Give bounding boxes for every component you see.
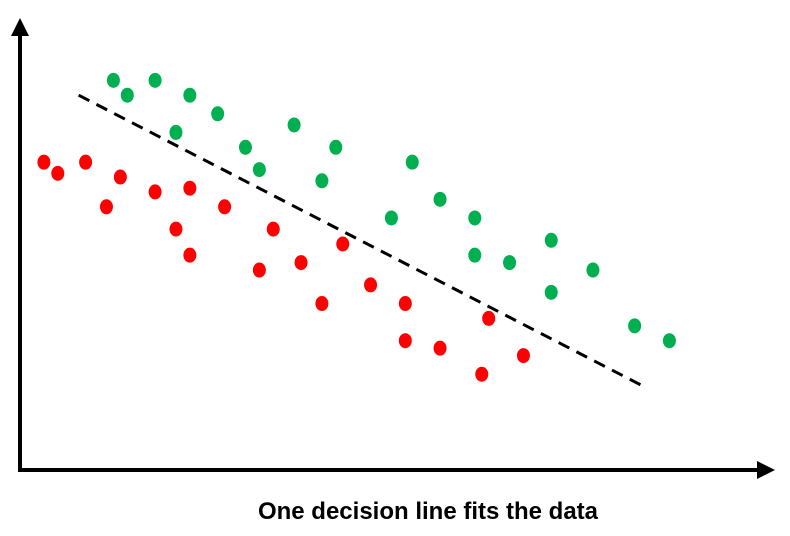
green-data-point-6 [211,106,225,122]
red-data-point-22 [516,348,530,364]
data-points [37,72,676,382]
green-data-point-21 [628,318,642,334]
green-data-point-2 [120,87,134,103]
red-data-point-7 [169,221,183,237]
red-data-point-13 [294,255,308,271]
green-data-point-9 [287,117,301,133]
green-data-point-19 [544,284,558,300]
y-axis-arrowhead [11,18,29,36]
decision-line [77,93,643,387]
green-data-point-3 [148,72,162,88]
red-data-point-12 [266,221,280,237]
red-data-point-14 [315,296,329,312]
chart-title: One decision line fits the data [257,498,599,525]
red-data-point-21 [482,310,496,326]
red-data-point-17 [398,296,412,312]
red-data-point-1 [37,154,51,170]
green-data-point-5 [169,124,183,140]
red-data-point-3 [79,154,93,170]
red-data-point-8 [183,180,197,196]
red-data-point-5 [113,169,127,185]
red-data-point-16 [364,277,378,293]
green-data-point-11 [329,139,343,155]
green-data-point-20 [586,262,600,278]
green-data-point-12 [384,210,398,226]
red-data-point-20 [475,366,489,382]
red-data-point-6 [148,184,162,200]
green-data-point-4 [183,87,197,103]
red-data-point-10 [218,199,232,215]
red-data-point-4 [99,199,113,215]
green-data-point-13 [405,154,419,170]
green-data-point-22 [662,333,676,349]
red-data-point-19 [433,340,447,356]
green-data-point-16 [468,247,482,263]
green-data-point-1 [106,72,120,88]
green-data-point-7 [238,139,252,155]
red-data-point-11 [252,262,266,278]
green-data-point-18 [544,232,558,248]
red-data-point-18 [398,333,412,349]
x-axis-arrowhead [757,461,775,479]
red-data-point-2 [51,165,65,181]
red-data-point-9 [183,247,197,263]
red-data-point-15 [336,236,350,252]
green-data-point-14 [433,191,447,207]
green-data-point-8 [252,162,266,178]
green-data-point-15 [468,210,482,226]
green-data-point-10 [315,173,329,189]
green-data-point-17 [503,255,517,271]
